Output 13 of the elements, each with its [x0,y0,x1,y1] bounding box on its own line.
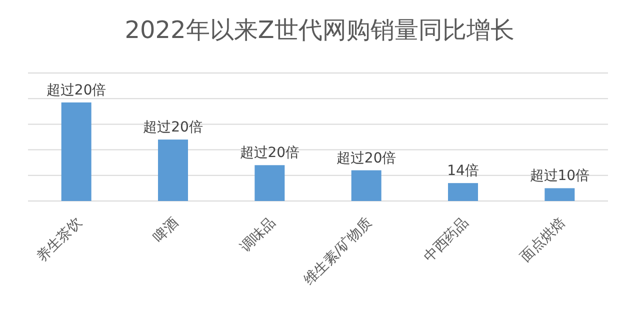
data-label: 超过20倍 [143,120,203,136]
x-tick-label: 调味品 [237,214,278,256]
x-tick-label: 养生茶饮 [34,214,86,266]
x-tick-label: 啤酒 [150,214,182,246]
data-label: 超过20倍 [336,150,396,166]
title: 2022年以来Z世代网购销量同比增长 [124,16,514,44]
data-label: 超过20倍 [46,82,106,98]
x-tick-label: 中西药品 [420,214,472,266]
x-tick-label: 维生素/矿物质 [301,214,376,289]
data-label: 超过20倍 [240,145,300,162]
x-tick-label: 面点烘焙 [518,214,568,266]
data-label: 超过10倍 [530,168,590,184]
data-label: 14倍 [447,163,479,180]
